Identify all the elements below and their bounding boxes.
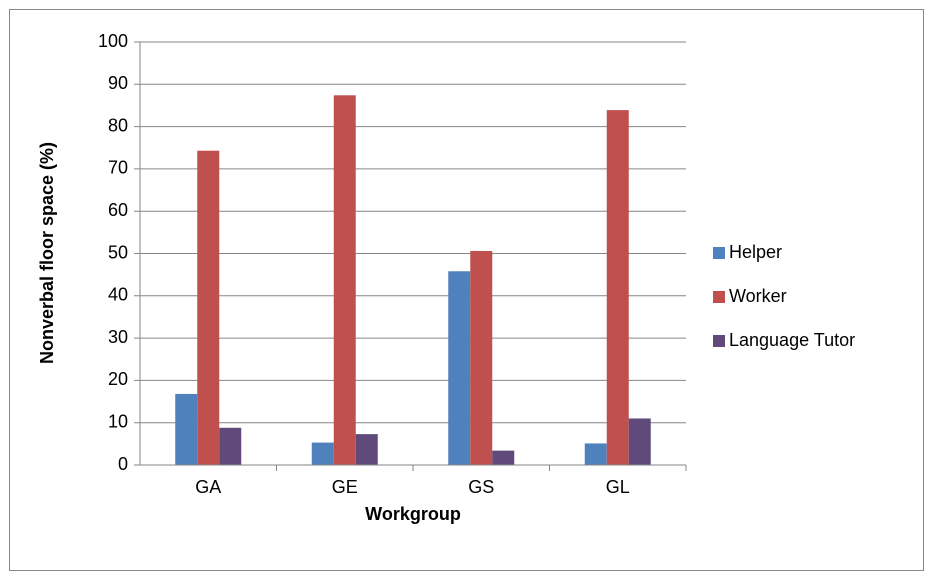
y-tick-label: 30	[108, 327, 128, 347]
bar	[628, 418, 651, 465]
legend-swatch	[713, 291, 725, 303]
y-tick-label: 40	[108, 285, 128, 305]
y-tick-label: 90	[108, 73, 128, 93]
legend-label: Language Tutor	[729, 330, 855, 350]
legend-swatch	[713, 335, 725, 347]
x-tick-label: GA	[195, 477, 221, 497]
x-tick-label: GE	[332, 477, 358, 497]
x-axis-label: Workgroup	[365, 504, 461, 524]
bar	[584, 443, 607, 465]
bar	[470, 250, 493, 465]
legend-label: Helper	[729, 242, 782, 262]
bar	[606, 110, 629, 465]
legend-label: Worker	[729, 286, 787, 306]
x-tick-label: GS	[468, 477, 494, 497]
bar	[311, 442, 334, 465]
y-tick-label: 10	[108, 411, 128, 431]
y-axis-label: Nonverbal floor space (%)	[37, 142, 57, 364]
bar	[219, 427, 242, 465]
y-tick-label: 60	[108, 200, 128, 220]
bar	[492, 450, 515, 465]
x-tick-label: GL	[606, 477, 630, 497]
y-tick-label: 80	[108, 115, 128, 135]
y-tick-label: 70	[108, 158, 128, 178]
bar	[355, 434, 378, 465]
y-tick-label: 0	[118, 454, 128, 474]
bar	[448, 271, 471, 465]
bar	[175, 393, 198, 465]
bar	[333, 95, 356, 465]
bar	[197, 150, 220, 465]
y-tick-label: 100	[98, 31, 128, 51]
y-tick-label: 50	[108, 242, 128, 262]
legend-swatch	[713, 247, 725, 259]
y-tick-label: 20	[108, 369, 128, 389]
